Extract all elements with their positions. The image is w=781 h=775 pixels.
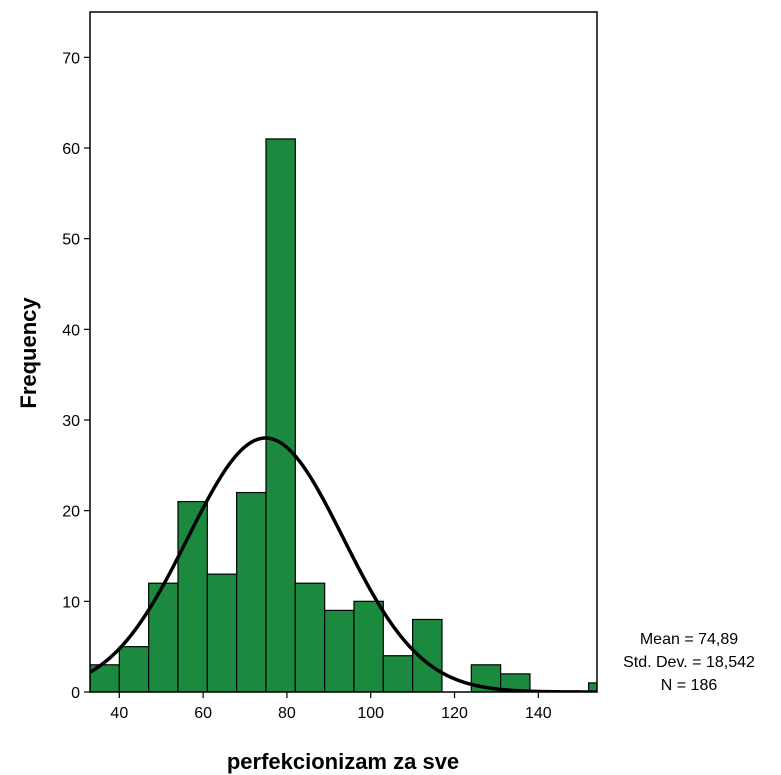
y-tick-label: 60 — [62, 141, 80, 158]
histogram-bar — [118, 646, 150, 692]
y-axis-title: Frequency — [16, 297, 41, 409]
y-tick-label: 0 — [71, 685, 80, 702]
x-tick-label: 120 — [441, 705, 468, 722]
y-tick-label: 10 — [62, 594, 80, 611]
x-tick-label: 40 — [110, 705, 128, 722]
stats-box: Mean = 74,89 Std. Dev. = 18,542 N = 186 — [623, 631, 755, 694]
y-tick-label: 50 — [62, 232, 80, 249]
histogram-bar — [236, 491, 267, 692]
histogram-bar — [588, 682, 597, 692]
y-axis: 0 10 20 30 40 50 60 70 — [62, 50, 90, 702]
histogram-bar — [324, 609, 355, 692]
histogram-bar — [294, 582, 326, 692]
stats-mean: Mean = 74,89 — [640, 631, 738, 648]
stats-n: N = 186 — [661, 677, 718, 694]
normal-curve — [90, 436, 597, 692]
x-axis: 40 60 80 100 120 140 — [110, 692, 552, 722]
x-tick-label: 60 — [194, 705, 212, 722]
y-tick-label: 40 — [62, 322, 80, 339]
plot-frame — [89, 11, 598, 693]
x-tick-label: 80 — [278, 705, 296, 722]
histogram-bars — [90, 138, 597, 692]
histogram-bar — [177, 501, 208, 692]
stats-std-dev: Std. Dev. = 18,542 — [623, 654, 755, 671]
x-axis-title: perfekcionizam za sve — [227, 749, 459, 774]
histogram-bar — [353, 600, 384, 692]
histogram-bar — [206, 573, 238, 692]
y-tick-label: 20 — [62, 504, 80, 521]
x-tick-label: 140 — [525, 705, 552, 722]
x-tick-label: 100 — [357, 705, 384, 722]
y-tick-label: 70 — [62, 50, 80, 67]
histogram-bar — [382, 655, 414, 692]
histogram-bar — [265, 138, 296, 692]
y-tick-label: 30 — [62, 413, 80, 430]
